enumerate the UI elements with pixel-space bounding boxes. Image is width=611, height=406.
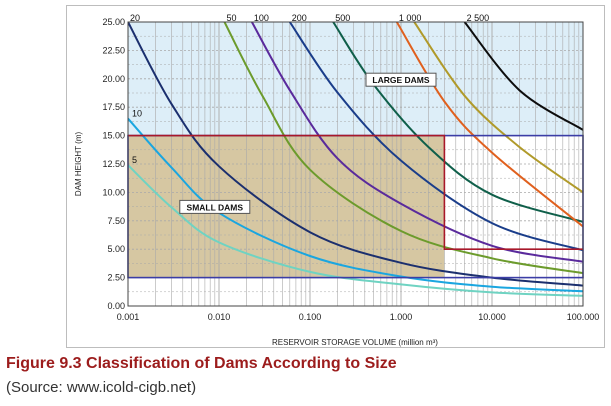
x-tick-label: 0.001: [117, 312, 140, 322]
x-tick-label: 10.000: [478, 312, 506, 322]
x-tick-label: 0.100: [299, 312, 322, 322]
curve-label: 2 500: [467, 13, 490, 23]
y-axis-title: DAM HEIGHT (m): [74, 132, 83, 197]
figure-caption: Figure 9.3 Classification of Dams Accord…: [6, 355, 397, 372]
series-curve: [223, 22, 583, 275]
small-dams-label: SMALL DAMS: [179, 199, 251, 214]
x-axis-title: RESERVOIR STORAGE VOLUME (million m³): [272, 338, 438, 347]
series-curve: [128, 164, 583, 297]
x-tick-label: 1.000: [390, 312, 413, 322]
y-tick-label: 7.50: [107, 216, 125, 226]
y-tick-label: 12.50: [102, 159, 125, 169]
curve-label: 100: [254, 13, 269, 23]
plot-border: [127, 21, 584, 307]
x-tick-label: 0.010: [208, 312, 231, 322]
y-tick-label: 20.00: [102, 74, 125, 84]
y-tick-label: 0.00: [107, 301, 125, 311]
boundary-line-red: [128, 134, 583, 250]
curve-label: 1 000: [399, 13, 422, 23]
curve-label: 5: [132, 155, 137, 165]
curve-label: 10: [132, 109, 142, 119]
curve-label: 500: [335, 13, 350, 23]
y-tick-label: 17.50: [102, 102, 125, 112]
curve-label: 20: [130, 13, 140, 23]
large-dams-label-box: [365, 72, 437, 87]
y-tick-label: 22.50: [102, 45, 125, 55]
large-dams-label: LARGE DAMS: [365, 72, 437, 87]
curve-label: 200: [292, 13, 307, 23]
series-curve: [288, 22, 583, 252]
series-curve: [413, 22, 583, 194]
dam-classification-chart: 0.00 2.50 5.00 7.50 10.00 12.50 15.00 17.50 20.0…: [74, 13, 600, 347]
series-curve: [128, 117, 583, 293]
small-dams-label-text: SMALL DAMS: [187, 202, 244, 212]
y-tick-label: 15.00: [102, 131, 125, 141]
y-tick-label: 5.00: [107, 244, 125, 254]
figure-frame: 0.00 2.50 5.00 7.50 10.00 12.50 15.00 17.50 20.0…: [66, 5, 605, 348]
figure-source: (Source: www.icold-cigb.net): [6, 379, 197, 396]
y-tick-label: 2.50: [107, 273, 125, 283]
y-tick-label: 10.00: [102, 187, 125, 197]
curve-label: 50: [227, 13, 237, 23]
series-curve: [395, 22, 583, 228]
y-tick-label: 25.00: [102, 17, 125, 27]
small-dams-label-box: [179, 199, 251, 214]
series-curve: [332, 22, 583, 223]
series-curve: [463, 22, 583, 131]
large-dams-label-text: LARGE DAMS: [372, 75, 429, 85]
x-tick-label: 100.000: [567, 312, 600, 322]
